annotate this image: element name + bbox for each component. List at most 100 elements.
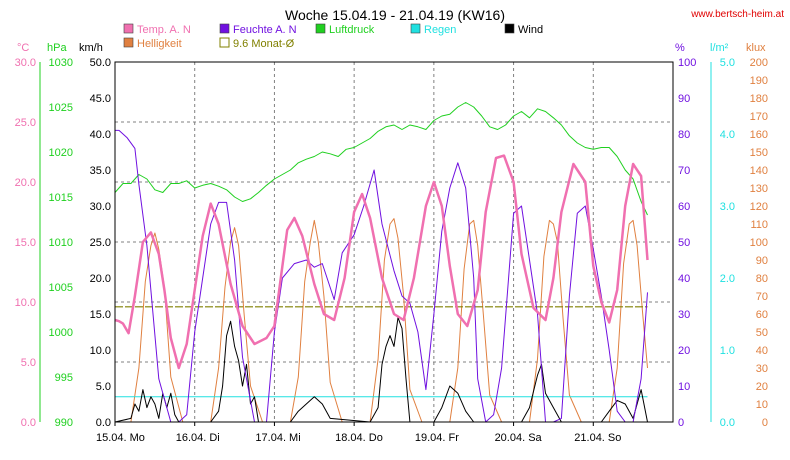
axis-tick-label-brightness: 90 xyxy=(756,255,768,267)
axis-tick-label-humidity: 80 xyxy=(678,129,690,141)
axis-tick-label-brightness: 10 xyxy=(756,399,768,411)
axis-tick-label-brightness: 70 xyxy=(756,291,768,303)
axis-tick-label-pressure: 1025 xyxy=(49,102,73,114)
axis-tick-label-pressure: 1015 xyxy=(49,192,73,204)
axis-tick-label-brightness: 60 xyxy=(756,309,768,321)
unit-label-pressure: hPa xyxy=(47,42,67,54)
axis-tick-label-wind: 5.0 xyxy=(96,381,111,393)
axis-tick-label-rain: 5.0 xyxy=(720,57,735,69)
legend-label: Luftdruck xyxy=(329,24,375,36)
unit-label-wind: km/h xyxy=(79,42,103,54)
axis-tick-label-brightness: 160 xyxy=(750,129,768,141)
x-axis: 15.04. Mo 16.04. Di 17.04. Mi 18.04. Do 19.0… xyxy=(96,422,621,444)
series-line-brightness xyxy=(115,218,648,423)
legend-swatch xyxy=(123,23,134,34)
axis-tick-label-pressure: 990 xyxy=(55,417,73,429)
grid xyxy=(115,62,673,422)
axis-tick-label-pressure: 995 xyxy=(55,372,73,384)
unit-label-temp: °C xyxy=(17,42,29,54)
site-url[interactable]: www.bertsch-heim.at xyxy=(690,9,784,20)
axis-tick-label-wind: 15.0 xyxy=(90,309,111,321)
axis-units: °C hPa km/h% l/m² klux xyxy=(17,42,766,54)
axis-tick-label-brightness: 180 xyxy=(750,93,768,105)
legend: Temp. A. N Feuchte A. N Luftdruck Regen Wind… xyxy=(123,23,543,50)
legend-label: Temp. A. N xyxy=(137,24,191,36)
axis-tick-label-rain: 2.0 xyxy=(720,273,735,285)
axis-tick-label-temp: 10.0 xyxy=(15,297,36,309)
unit-label-brightness: klux xyxy=(746,42,766,54)
axis-tick-label-humidity: 10 xyxy=(678,381,690,393)
axis-tick-label-humidity: 0 xyxy=(678,417,684,429)
axis-tick-label-brightness: 30 xyxy=(756,363,768,375)
legend-swatch xyxy=(219,37,230,48)
axis-tick-label-wind: 0.0 xyxy=(96,417,111,429)
legend-label: Wind xyxy=(518,24,543,36)
axis-tick-label-brightness: 20 xyxy=(756,381,768,393)
legend-swatch xyxy=(504,23,515,34)
axis-tick-label-temp: 5.0 xyxy=(21,357,36,369)
legend-swatch xyxy=(410,23,421,34)
axis-tick-label-pressure: 1005 xyxy=(49,282,73,294)
axes: 0.05.010.015.020.025.030.099099510001005… xyxy=(15,57,768,429)
x-tick-label: 18.04. Do xyxy=(335,432,383,444)
series-line-pressure xyxy=(114,102,648,216)
axis-tick-label-humidity: 100 xyxy=(678,57,696,69)
axis-tick-label-pressure: 1000 xyxy=(49,327,73,339)
legend-label: Feuchte A. N xyxy=(233,24,297,36)
legend-swatch xyxy=(315,23,326,34)
axis-tick-label-humidity: 50 xyxy=(678,237,690,249)
axis-tick-label-wind: 20.0 xyxy=(90,273,111,285)
axis-tick-label-wind: 10.0 xyxy=(90,345,111,357)
unit-label-rain: l/m² xyxy=(710,42,729,54)
x-tick-label: 21.04. So xyxy=(574,432,621,444)
x-tick-label: 20.04. Sa xyxy=(495,432,543,444)
axis-tick-label-brightness: 0 xyxy=(762,417,768,429)
series-line-temp xyxy=(114,154,649,370)
legend-swatch xyxy=(123,37,134,48)
axis-tick-label-rain: 0.0 xyxy=(720,417,735,429)
axis-tick-label-wind: 25.0 xyxy=(90,237,111,249)
axis-tick-label-wind: 50.0 xyxy=(90,57,111,69)
axis-tick-label-wind: 30.0 xyxy=(90,201,111,213)
plot-frame xyxy=(114,61,674,423)
x-tick-label: 16.04. Di xyxy=(176,432,220,444)
axis-tick-label-brightness: 80 xyxy=(756,273,768,285)
axis-tick-label-brightness: 170 xyxy=(750,111,768,123)
legend-label: Helligkeit xyxy=(137,38,182,50)
axis-tick-label-brightness: 140 xyxy=(750,165,768,177)
x-tick-label: 17.04. Mi xyxy=(255,432,300,444)
legend-label: Regen xyxy=(424,24,456,36)
axis-tick-label-rain: 3.0 xyxy=(720,201,735,213)
axis-tick-label-humidity: 60 xyxy=(678,201,690,213)
axis-tick-label-temp: 20.0 xyxy=(15,177,36,189)
axis-tick-label-brightness: 200 xyxy=(750,57,768,69)
series-line-wind xyxy=(114,317,648,423)
axis-tick-label-temp: 30.0 xyxy=(15,57,36,69)
series-line-humidity xyxy=(115,129,648,423)
axis-tick-label-humidity: 20 xyxy=(678,345,690,357)
unit-label-humidity: % xyxy=(675,42,685,54)
axis-tick-label-brightness: 110 xyxy=(750,219,768,231)
axis-tick-label-temp: 25.0 xyxy=(15,117,36,129)
axis-tick-label-humidity: 30 xyxy=(678,309,690,321)
axis-tick-label-humidity: 90 xyxy=(678,93,690,105)
series-layer xyxy=(114,102,649,423)
axis-tick-label-brightness: 190 xyxy=(750,75,768,87)
axis-tick-label-brightness: 130 xyxy=(750,183,768,195)
axis-tick-label-brightness: 150 xyxy=(750,147,768,159)
axis-tick-label-brightness: 120 xyxy=(750,201,768,213)
x-tick-label: 15.04. Mo xyxy=(96,432,145,444)
axis-tick-label-temp: 0.0 xyxy=(21,417,36,429)
axis-tick-label-pressure: 1010 xyxy=(49,237,73,249)
axis-tick-label-humidity: 70 xyxy=(678,165,690,177)
axis-tick-label-wind: 40.0 xyxy=(90,129,111,141)
axis-tick-label-temp: 15.0 xyxy=(15,237,36,249)
axis-tick-label-wind: 45.0 xyxy=(90,93,111,105)
axis-tick-label-pressure: 1030 xyxy=(49,57,73,69)
chart-title: Woche 15.04.19 - 21.04.19 (KW16) xyxy=(285,7,505,23)
axis-tick-label-humidity: 40 xyxy=(678,273,690,285)
axis-tick-label-rain: 4.0 xyxy=(720,129,735,141)
axis-tick-label-pressure: 1020 xyxy=(49,147,73,159)
axis-tick-label-rain: 1.0 xyxy=(720,345,735,357)
